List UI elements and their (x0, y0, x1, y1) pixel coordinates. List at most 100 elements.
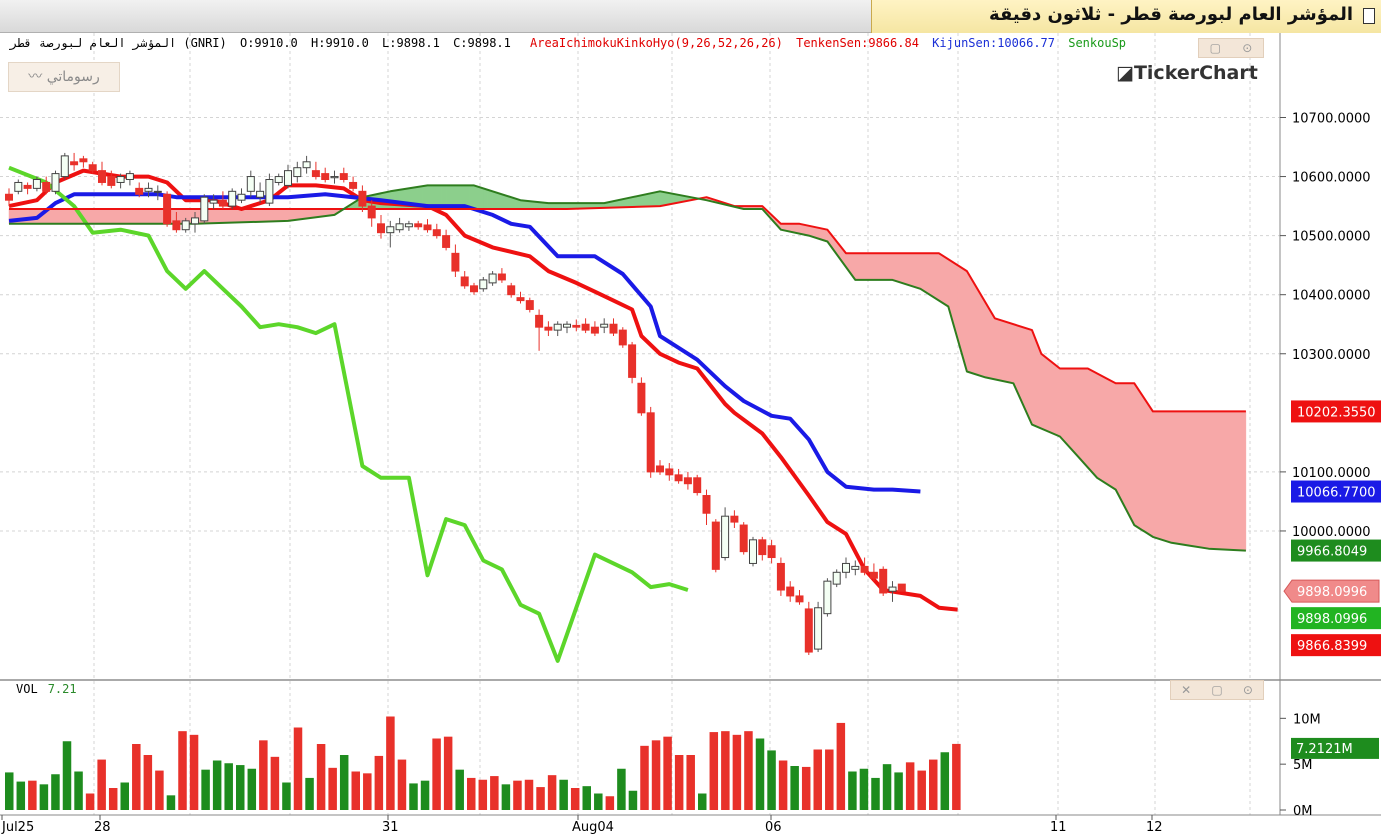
cloud-segment (231, 208, 238, 223)
candle-down (218, 199, 227, 207)
logo-text: TickerChart (1133, 62, 1258, 84)
volume-bar-down (663, 736, 672, 810)
candle-up (330, 176, 339, 179)
cloud-segment (920, 253, 926, 293)
candle-down (739, 524, 748, 553)
cloud-segment (994, 317, 1000, 381)
cloud-segment (975, 285, 982, 377)
candle-down (451, 252, 460, 272)
candle-down (42, 181, 51, 192)
maximize-panel-icon[interactable]: ▢ (1211, 683, 1223, 697)
price-label: 9866.8399 (1297, 639, 1367, 654)
panel-settings-icon[interactable]: ⊙ (1242, 683, 1253, 697)
volume-bar-up (74, 771, 83, 810)
cloud-segment (1203, 411, 1209, 549)
close-panel-icon[interactable]: ✕ (1181, 683, 1192, 697)
candle-down (442, 235, 451, 248)
cloud-segment (1008, 322, 1014, 384)
candle-up (116, 176, 125, 183)
candle-down (804, 608, 813, 653)
volume-legend: VOL 7.21 (16, 682, 77, 696)
candle-up (479, 279, 488, 290)
cloud-segment (125, 208, 131, 225)
candle-up (237, 193, 246, 201)
cloud-segment (1101, 375, 1107, 485)
volume-bar-down (825, 749, 834, 810)
y-tick-label: 10100.0000 (1292, 466, 1371, 481)
candle-up (563, 323, 571, 328)
cloud-segment (478, 186, 484, 210)
cloud-segment (1194, 411, 1200, 548)
line-chikou (8, 165, 689, 663)
line-tenkensen (8, 168, 958, 612)
cloud-segment (497, 192, 503, 210)
candle-down (432, 229, 441, 237)
title-tab[interactable]: المؤشر العام لبورصة قطر - ثلاثون دقيقة (871, 0, 1381, 33)
volume-bars (5, 716, 961, 810)
high-value: H:9910.0 (311, 36, 369, 50)
line-kijunsen (8, 192, 921, 494)
candle-up (32, 179, 41, 189)
candle-down (656, 465, 664, 473)
candle-down (349, 181, 358, 189)
candle-down (544, 326, 553, 331)
volume-bar-up (120, 782, 129, 810)
title-checkbox-icon[interactable] (1363, 8, 1375, 24)
cloud-segment (1068, 368, 1075, 453)
candle-down (516, 297, 525, 302)
volume-bar-down (605, 796, 615, 810)
volume-bar-up (767, 750, 776, 810)
cloud-segment (1166, 411, 1172, 544)
cloud-segment (157, 208, 163, 225)
volume-bar-up (247, 768, 257, 810)
volume-value: 7.21 (47, 682, 77, 696)
candle-down (414, 223, 423, 228)
candle-down (5, 193, 13, 201)
cloud-segment (1208, 411, 1214, 550)
volume-bar-down (778, 760, 788, 810)
cloud-segment (1059, 368, 1065, 443)
cloud-segment (985, 301, 991, 379)
candle-up (228, 190, 237, 207)
candle-down (70, 161, 79, 166)
volume-last-label-bg (1291, 737, 1379, 759)
cloud-segment (1064, 368, 1070, 448)
window-title: المؤشر العام لبورصة قطر - ثلاثون دقيقة (989, 4, 1353, 25)
volume-bar-down (917, 770, 926, 810)
cloud-segment (134, 208, 140, 225)
cloud-segment (1022, 326, 1028, 415)
candlesticks (5, 152, 906, 655)
volume-bar-down (363, 773, 372, 810)
low-value: L:9898.1 (382, 36, 440, 50)
cloud-segment (241, 208, 247, 223)
volume-bar-up (339, 755, 349, 810)
volume-bar-down (443, 736, 453, 810)
volume-bar-up (455, 769, 464, 810)
candle-up (284, 170, 292, 186)
price-chart[interactable]: 10700.0000 10600.0000 10500.0000 10400.0000… (0, 33, 1381, 835)
candle-down (646, 412, 655, 473)
cloud-segment (1003, 320, 1009, 383)
candle-down (535, 314, 544, 328)
volume-bar-up (409, 783, 418, 810)
logo-icon: ◪ (1116, 62, 1134, 84)
cloud-segment (943, 255, 949, 307)
cloud-segment (115, 208, 121, 225)
symbol-label: المؤشر العام لبورصة قطر (GNRI) (10, 36, 227, 50)
ichimoku-cloud (8, 185, 1247, 551)
maximize-icon[interactable]: ▢ (1209, 41, 1221, 55)
volume-bar-up (166, 795, 176, 810)
cloud-segment (1124, 383, 1130, 517)
cloud-segment (855, 253, 861, 281)
cloud-segment (1180, 411, 1186, 546)
my-drawings-button[interactable]: رسوماتي 〰 (8, 62, 120, 92)
cloud-segment (1161, 411, 1168, 542)
cloud-segment (278, 208, 284, 222)
volume-bar-down (709, 732, 719, 810)
candle-down (758, 539, 767, 556)
cloud-segment (1041, 353, 1047, 431)
volume-bar-up (5, 772, 14, 810)
volume-bar-down (813, 749, 822, 810)
volume-bar-up (755, 738, 765, 810)
settings-icon[interactable]: ⊙ (1242, 41, 1253, 55)
